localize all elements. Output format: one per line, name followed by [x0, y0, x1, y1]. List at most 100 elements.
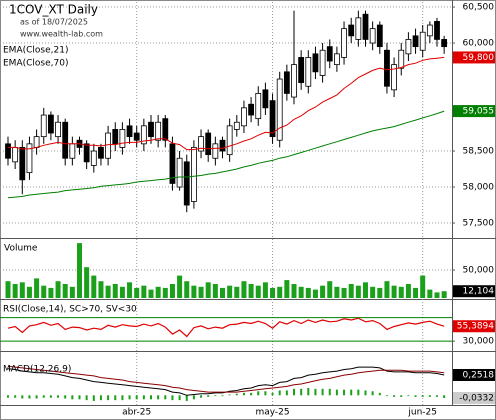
candle-body — [98, 147, 104, 159]
volume-bar — [169, 284, 175, 298]
volume-bar — [291, 284, 297, 298]
candle-body — [33, 136, 40, 148]
candle-body — [405, 39, 412, 55]
pane-title: Volume — [4, 244, 38, 254]
volume-bar — [155, 286, 161, 298]
macd-line — [7, 365, 445, 393]
macd-histogram-bar — [343, 389, 346, 396]
candle-body — [119, 129, 126, 148]
candle-body — [48, 114, 54, 134]
chart-subtitle: as of 18/07/2025 — [20, 18, 88, 27]
last-value-label: 0,2518 — [463, 370, 495, 380]
candle-body — [226, 125, 233, 156]
chart-title: 1COV_XT Daily — [9, 3, 98, 17]
candle-body — [426, 24, 433, 37]
macd-histogram-bar — [414, 395, 417, 397]
macd-histogram-bar — [192, 395, 195, 400]
volume-bar — [334, 286, 340, 298]
macd-histogram-bar — [443, 395, 446, 398]
macd-histogram-bar — [321, 388, 324, 396]
volume-bar — [398, 286, 404, 298]
volume-bar — [413, 287, 419, 298]
volume-bar — [84, 267, 90, 298]
candle-body — [283, 71, 290, 94]
candle-body — [233, 121, 240, 130]
volume-bar — [26, 286, 32, 298]
volume-bar — [98, 281, 104, 298]
candle-body — [341, 28, 347, 58]
volume-bar — [241, 281, 247, 298]
volume-bar — [384, 281, 390, 298]
macd-histogram-bar — [92, 395, 95, 401]
macd-histogram-bar — [300, 388, 303, 396]
volume-bar — [77, 243, 82, 298]
volume-bar — [91, 275, 97, 298]
candle-body — [105, 132, 111, 159]
volume-bar — [177, 275, 183, 298]
macd-histogram-bar — [99, 395, 102, 401]
macd-histogram-bar — [242, 392, 245, 396]
candle-body — [133, 132, 140, 141]
volume-bar — [162, 287, 168, 298]
candle-body — [255, 93, 262, 120]
macd-histogram-bar — [178, 395, 181, 401]
volume-bar — [377, 287, 383, 298]
candle-body — [291, 64, 297, 98]
volume-bar — [5, 281, 11, 298]
macd-histogram-bar — [150, 395, 152, 400]
macd-histogram-bar — [121, 395, 124, 401]
macd-histogram-bar — [371, 391, 374, 396]
volume-bar — [327, 281, 333, 298]
volume-bar — [441, 291, 447, 298]
candle-body — [369, 28, 376, 44]
candle-body — [112, 129, 119, 145]
last-value-label: -0,0332 — [459, 393, 494, 403]
candle-body — [333, 53, 340, 66]
candle-body — [419, 31, 426, 51]
volume-bar — [312, 289, 318, 298]
volume-bar — [298, 286, 304, 298]
volume-bar — [134, 287, 140, 298]
candle-body — [62, 121, 69, 159]
macd-histogram-bar — [14, 395, 17, 398]
macd-histogram-bar — [335, 389, 338, 396]
volume-bar — [284, 280, 290, 298]
x-tick-label: abr-25 — [122, 408, 151, 418]
macd-histogram-bar — [142, 395, 145, 400]
ema-line — [8, 56, 445, 151]
pane-title: RSI(Close,14), SC>70, SV<30 — [3, 305, 137, 315]
volume-bar — [19, 282, 25, 298]
candle-body — [298, 57, 305, 84]
volume-bar — [420, 275, 426, 298]
last-value-box — [453, 105, 495, 118]
macd-histogram-bar — [235, 393, 238, 396]
volume-bar — [341, 287, 347, 298]
candle-body — [376, 24, 383, 48]
y-tick-label: 57,500 — [463, 219, 495, 229]
y-tick-label: 60,000 — [463, 39, 495, 49]
volume-bar — [41, 285, 47, 298]
candle-body — [355, 17, 362, 40]
candle-body — [5, 143, 11, 159]
candle-body — [305, 57, 312, 87]
candle-body — [19, 147, 26, 181]
candle-body — [412, 35, 419, 48]
volume-bar — [34, 278, 40, 298]
volume-bar — [427, 289, 433, 298]
candle-body — [198, 136, 204, 152]
macd-histogram-bar — [21, 395, 24, 399]
last-value-label: 55,3894 — [457, 322, 494, 332]
candle-body — [434, 21, 440, 40]
candle-body — [276, 78, 283, 141]
candle-body — [391, 64, 398, 91]
legend-entry: EMA(Close,70) — [3, 59, 68, 69]
candle-body — [155, 121, 162, 141]
last-value-box — [453, 285, 495, 298]
last-value-box — [453, 368, 495, 381]
volume-bar — [434, 292, 440, 298]
candle-body — [319, 49, 326, 76]
volume-bar — [262, 282, 268, 298]
rsi-line — [7, 317, 445, 338]
macd-histogram-bar — [257, 391, 260, 396]
